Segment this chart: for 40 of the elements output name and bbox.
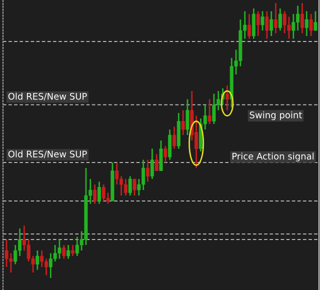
candlestick [97,181,101,204]
candlestick [172,126,176,150]
candlestick [154,154,158,172]
candlestick [128,176,132,196]
candlestick [159,140,163,172]
candlestick [309,13,313,37]
candlestick [314,10,318,32]
candlestick [270,10,274,37]
candlestick [66,244,70,260]
candlestick [252,8,256,40]
candlestick [274,2,278,34]
ref-line-label: Old RES/New SUP [8,92,87,100]
candlestick [225,84,229,111]
candlestick [260,10,264,32]
annotation: Price Action signal [232,152,314,162]
candlestick [186,98,190,136]
candlestick [146,159,150,182]
candlestick [70,244,74,257]
candlestick [212,93,216,125]
candlestick [265,10,269,40]
candlestick [36,250,40,270]
candlestick [40,250,44,268]
candlestick [93,184,97,204]
candlestick [300,2,304,34]
candlestick [181,110,185,136]
candlestick [208,98,212,125]
candlestick [248,13,252,40]
annotation: Swing point [250,111,302,120]
candlestick [278,8,282,32]
candlestick [168,128,172,160]
candlestick [164,145,168,164]
candlestick [62,244,66,260]
candlestick [124,178,128,196]
candlestick [256,10,260,37]
ref-line-label: Old RES/New SUP [8,150,87,158]
candlestick [304,10,308,37]
candlestick [132,178,136,196]
candlestick [44,258,48,276]
candlestick [115,162,119,186]
candlestick [150,148,154,180]
